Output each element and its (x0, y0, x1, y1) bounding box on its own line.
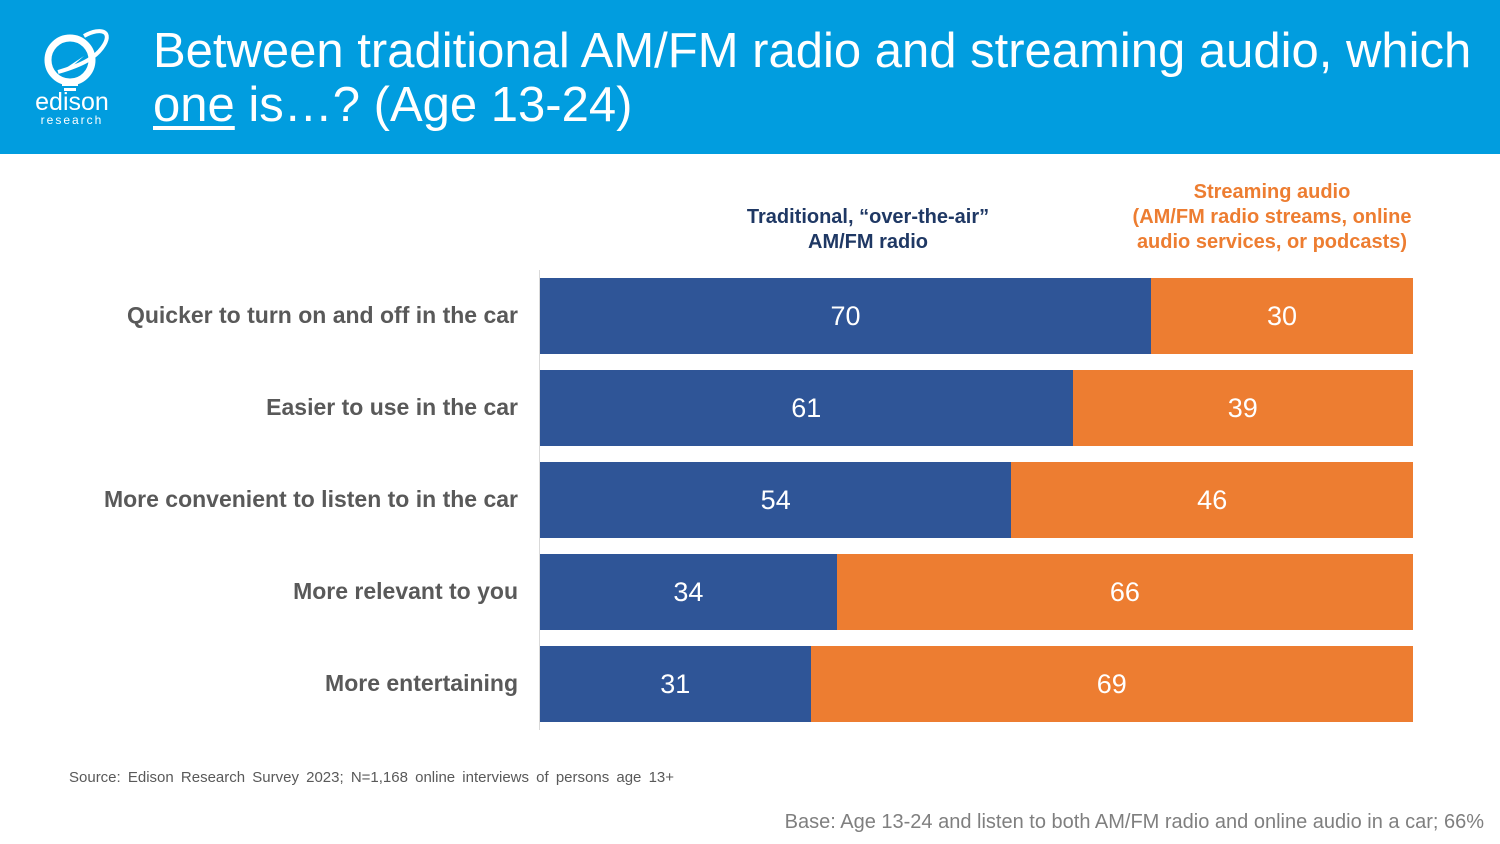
bar-traditional (540, 646, 811, 722)
category-label: More entertaining (325, 670, 518, 696)
category-label: More convenient to listen to in the car (103, 486, 518, 512)
data-label: 70 (830, 301, 861, 331)
data-label: 54 (760, 485, 791, 515)
edison-research-logo: edison research (35, 29, 109, 127)
legend-streaming: Streaming audio (AM/FM radio streams, onl… (1132, 181, 1412, 253)
bar-traditional (540, 370, 1073, 446)
bar-streaming (1011, 462, 1413, 538)
data-label: 66 (1109, 577, 1140, 607)
data-label: 31 (660, 669, 691, 699)
svg-text:research: research (41, 113, 104, 127)
category-label: More relevant to you (293, 578, 518, 604)
data-label: 34 (673, 577, 704, 607)
data-label: 46 (1197, 485, 1228, 515)
page-title: Between traditional AM/FM radio and stre… (153, 24, 1472, 132)
bar-streaming (810, 646, 1413, 722)
category-label: Quicker to turn on and off in the car (126, 302, 518, 328)
bar-traditional (540, 554, 837, 630)
header-banner: edison research Between traditional AM/F… (0, 0, 1500, 154)
bar-streaming (1151, 278, 1413, 354)
data-label: 30 (1267, 301, 1298, 331)
category-axis (539, 270, 540, 730)
source-note: Source: Edison Research Survey 2023; N=1… (69, 769, 675, 786)
bar-traditional (540, 462, 1012, 538)
legend-traditional: Traditional, “over-the-air” AM/FM radio (746, 206, 990, 253)
data-label: 61 (791, 393, 822, 423)
base-note: Base: Age 13-24 and listen to both AM/FM… (784, 811, 1484, 833)
bar-streaming (836, 554, 1413, 630)
svg-text:edison: edison (35, 88, 109, 116)
bar-traditional (540, 278, 1152, 354)
data-label: 39 (1227, 393, 1258, 423)
bar-streaming (1072, 370, 1413, 446)
data-label: 69 (1096, 669, 1127, 699)
category-label: Easier to use in the car (266, 394, 518, 420)
